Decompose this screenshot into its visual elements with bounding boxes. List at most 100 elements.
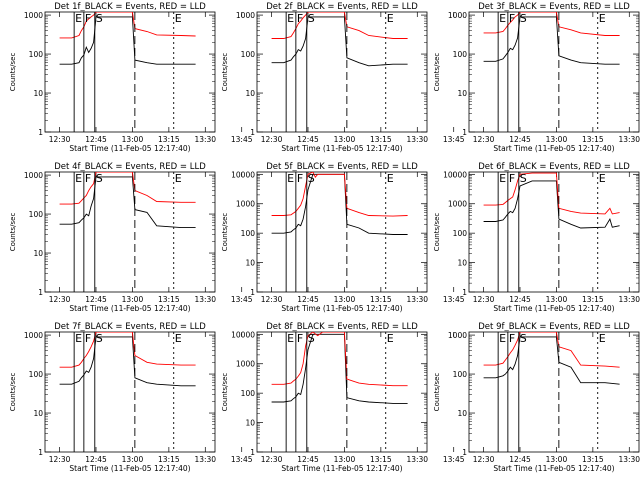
x-axis-title: Start Time (11-Feb-05 12:17:40) xyxy=(493,304,614,313)
interval-label: S xyxy=(520,172,527,185)
y-tick-label: 100 xyxy=(453,50,468,59)
interval-label: F xyxy=(85,12,91,25)
x-tick-label: 13:00 xyxy=(122,135,144,144)
y-axis-title: Counts/sec xyxy=(433,53,441,92)
plot-frame xyxy=(468,11,640,133)
x-axis-title: Start Time (11-Feb-05 12:17:40) xyxy=(69,144,190,153)
y-axis-title: Counts/sec xyxy=(221,213,229,252)
interval-label: S xyxy=(308,332,315,345)
y-tick-label: 100 xyxy=(453,229,468,238)
y-tick-label: 100 xyxy=(453,370,468,379)
series-events-line xyxy=(271,16,408,67)
series-lld-line xyxy=(271,172,408,217)
series-events-line xyxy=(483,336,620,385)
interval-label: E xyxy=(387,332,394,345)
y-axis-title: Counts/sec xyxy=(433,373,441,412)
y-tick-label: 1000 xyxy=(24,331,43,340)
series-events-line xyxy=(59,336,196,387)
plot-frame xyxy=(468,331,640,453)
y-tick-label: 10000 xyxy=(231,330,255,339)
x-axis-title: Start Time (11-Feb-05 12:17:40) xyxy=(69,464,190,473)
x-tick-label: 13:30 xyxy=(618,135,640,144)
plot-frame xyxy=(256,11,428,133)
x-tick-label: 13:15 xyxy=(158,135,180,144)
chart-panel-1: Det 1f_BLACK = Events, RED = LLD 1 10 100 10… xyxy=(9,2,253,153)
y-tick-label: 10 xyxy=(33,89,43,98)
x-tick-label: 12:45 xyxy=(509,295,531,304)
x-tick-label: 13:45 xyxy=(443,455,465,464)
x-tick-label: 12:30 xyxy=(261,295,283,304)
plot-frame xyxy=(256,171,428,293)
y-tick-label: 1000 xyxy=(236,360,255,369)
x-tick-label: 12:45 xyxy=(509,455,531,464)
x-tick-label: 13:30 xyxy=(406,455,428,464)
x-tick-label: 12:45 xyxy=(85,135,107,144)
interval-label: F xyxy=(297,332,303,345)
series-lld-line xyxy=(271,332,408,387)
y-tick-label: 1000 xyxy=(236,11,255,20)
series-lld-line xyxy=(271,12,408,39)
x-tick-label: 13:30 xyxy=(618,455,640,464)
x-tick-label: 13:30 xyxy=(618,295,640,304)
x-tick-label: 12:30 xyxy=(261,135,283,144)
y-tick-label: 1 xyxy=(250,128,255,137)
y-axis-title: Counts/sec xyxy=(9,373,17,412)
y-tick-label: 1 xyxy=(38,288,43,297)
y-axis-title: Counts/sec xyxy=(433,213,441,252)
x-axis-title: Start Time (11-Feb-05 12:17:40) xyxy=(281,144,402,153)
x-tick-label: 12:45 xyxy=(85,295,107,304)
series-lld-line xyxy=(59,332,196,368)
y-tick-label: 1 xyxy=(38,128,43,137)
x-tick-label: 13:00 xyxy=(122,295,144,304)
plot-frame xyxy=(44,11,216,133)
x-tick-label: 13:15 xyxy=(582,295,604,304)
x-tick-label: 13:45 xyxy=(231,455,253,464)
x-tick-label: 12:30 xyxy=(473,455,495,464)
interval-label: S xyxy=(520,12,527,25)
chart-title: Det 1f_BLACK = Events, RED = LLD xyxy=(54,2,206,12)
interval-label: E xyxy=(287,332,294,345)
series-events-line xyxy=(59,176,196,229)
interval-label: E xyxy=(599,12,606,25)
y-tick-label: 1000 xyxy=(448,200,467,209)
x-tick-label: 13:15 xyxy=(582,135,604,144)
x-tick-label: 13:15 xyxy=(370,455,392,464)
x-tick-label: 13:15 xyxy=(370,135,392,144)
interval-label: F xyxy=(509,12,515,25)
plot-frame xyxy=(256,331,428,453)
y-tick-label: 1 xyxy=(38,448,43,457)
series-events-line xyxy=(271,173,408,235)
chart-title: Det 7f_BLACK = Events, RED = LLD xyxy=(54,322,206,332)
interval-label: F xyxy=(85,172,91,185)
x-tick-label: 13:00 xyxy=(546,135,568,144)
series-lld-line xyxy=(59,12,196,39)
x-tick-label: 12:45 xyxy=(297,135,319,144)
x-tick-label: 13:30 xyxy=(194,295,216,304)
chart-panel-4: Det 4f_BLACK = Events, RED = LLD 1 10 100 10… xyxy=(9,162,253,313)
chart-title: Det 2f_BLACK = Events, RED = LLD xyxy=(266,2,418,12)
y-tick-label: 10 xyxy=(457,89,467,98)
interval-label: E xyxy=(387,12,394,25)
x-tick-label: 12:30 xyxy=(49,295,71,304)
y-tick-label: 100 xyxy=(29,50,44,59)
interval-label: F xyxy=(509,172,515,185)
interval-label: S xyxy=(520,332,527,345)
interval-label: S xyxy=(96,332,103,345)
y-tick-label: 10 xyxy=(245,419,255,428)
chart-title: Det 4f_BLACK = Events, RED = LLD xyxy=(54,162,206,172)
y-tick-label: 10000 xyxy=(231,170,255,179)
x-tick-label: 12:45 xyxy=(297,295,319,304)
chart-title: Det 9f_BLACK = Events, RED = LLD xyxy=(478,322,630,332)
y-tick-label: 10 xyxy=(245,89,255,98)
interval-label: S xyxy=(308,12,315,25)
interval-label: S xyxy=(96,172,103,185)
x-tick-label: 13:30 xyxy=(194,455,216,464)
interval-label: E xyxy=(387,172,394,185)
series-lld-line xyxy=(483,332,620,368)
interval-label: F xyxy=(85,332,91,345)
chart-title: Det 5f_BLACK = Events, RED = LLD xyxy=(266,162,418,172)
y-tick-label: 1000 xyxy=(24,11,43,20)
y-tick-label: 1000 xyxy=(448,331,467,340)
series-events-line xyxy=(271,333,408,404)
